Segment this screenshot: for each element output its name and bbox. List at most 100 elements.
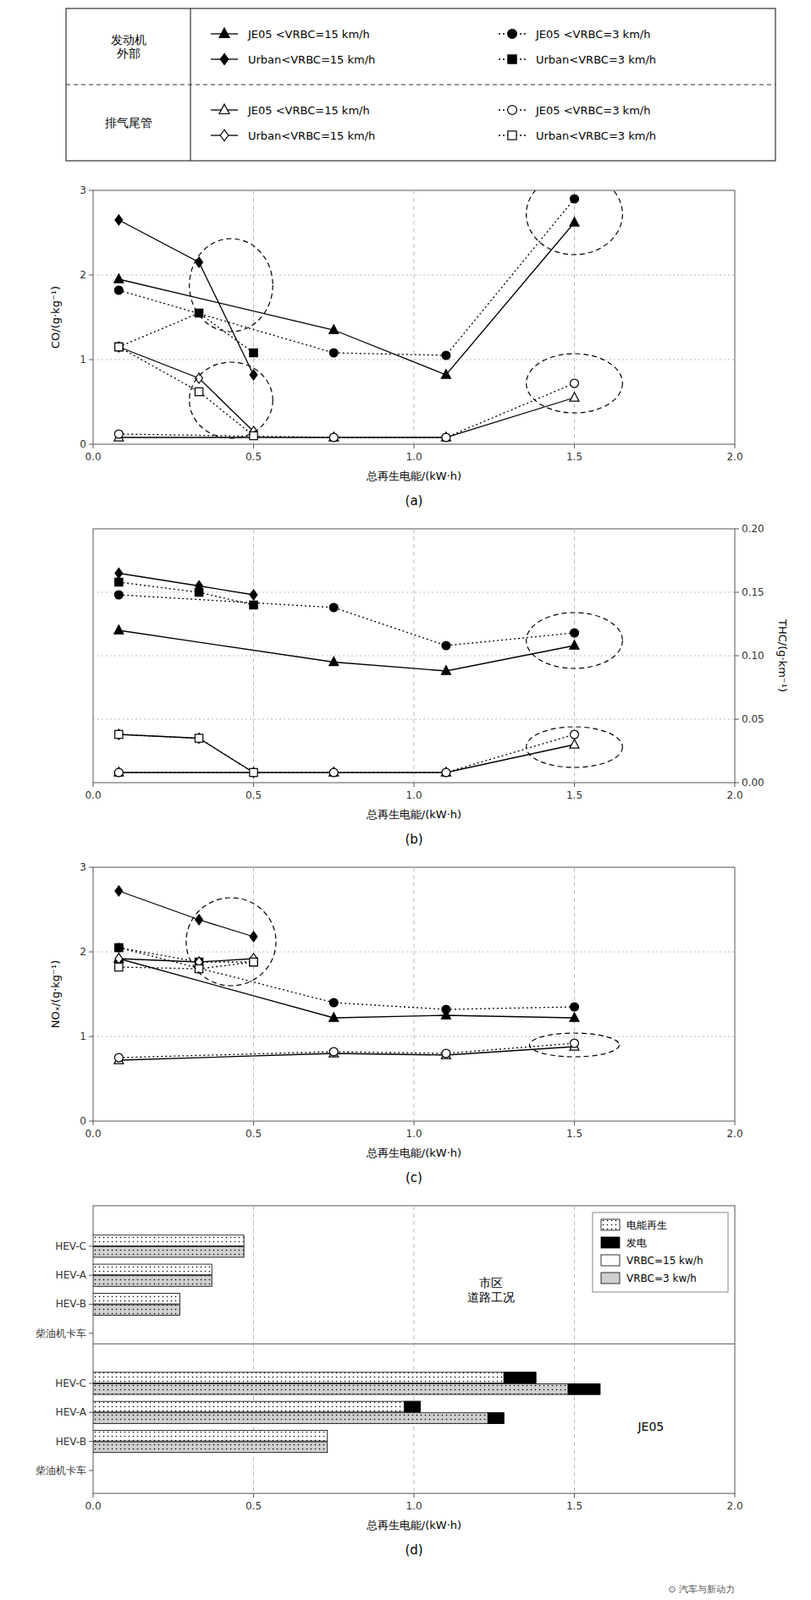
series-line: [118, 220, 254, 376]
legend-item: Urban<VRBC=15 km/h: [210, 129, 376, 143]
legend-item: JE05 <VRBC=3 km/h: [498, 104, 651, 117]
tick-x: [573, 783, 575, 788]
tick-label-y2: 0.00: [741, 777, 765, 789]
series-line: [118, 891, 254, 938]
tick-y: [88, 1470, 94, 1472]
grid-line-x: [253, 190, 254, 445]
point: [115, 886, 123, 897]
legend-marker: [507, 29, 518, 39]
grid-line-y: [93, 656, 735, 657]
point: [115, 342, 123, 353]
tick-y: [88, 867, 94, 869]
axis-label-x: 总再生电能/(kW·h): [365, 808, 462, 822]
point: [441, 1005, 451, 1015]
axis-label-x: 总再生电能/(kW·h): [365, 1147, 462, 1160]
point: [114, 286, 123, 295]
legend-swatch: [601, 1237, 620, 1249]
grid-line-y: [93, 719, 735, 721]
series-line: [118, 222, 574, 376]
tick-label-y: HEV-A: [55, 1406, 88, 1419]
series-line: [118, 959, 254, 963]
tick-x: [573, 1121, 575, 1126]
tick-x: [734, 1121, 736, 1126]
point: [570, 1003, 580, 1012]
bar: [93, 1471, 94, 1483]
legend-item: Urban<VRBC=3 km/h: [498, 129, 657, 143]
point: [569, 392, 580, 402]
legend-label: JE05 <VRBC=3 km/h: [535, 104, 651, 117]
legend: 发动机外部JE05 <VRBC=15 km/hJE05 <VRBC=3 km/h…: [66, 8, 776, 161]
series-line: [118, 734, 574, 773]
bar: [93, 1276, 212, 1288]
point: [569, 217, 580, 227]
legend-swatch: [601, 1219, 620, 1231]
generation-bar: [179, 1305, 181, 1317]
tick-y: [88, 1275, 94, 1277]
point: [249, 431, 258, 440]
grid-line-y: [93, 275, 735, 276]
ellipse-annotation: [189, 362, 274, 439]
grid-line-x: [413, 190, 415, 445]
legend-label: VRBC=15 kw/h: [626, 1255, 704, 1268]
legend-label: 电能再生: [626, 1219, 668, 1232]
point: [195, 915, 204, 926]
tick-label-x: 2.0: [726, 451, 743, 464]
legend-marker: [507, 131, 517, 140]
generation-bar: [211, 1264, 213, 1276]
tick-label-x: 1.5: [566, 1500, 583, 1513]
tick-y: [88, 1333, 94, 1335]
series-line: [118, 962, 254, 970]
chart-title: (b): [404, 832, 423, 848]
grid-line-y: [93, 359, 735, 361]
bar: [93, 1401, 421, 1413]
panel: 0.00.51.01.52.00123总再生电能/(kW·h)NOₓ/(g·kg…: [49, 861, 744, 1187]
bar: [93, 1246, 244, 1258]
tick-x: [573, 1494, 575, 1499]
grid-line-x: [573, 1206, 575, 1495]
legend-swatch: [601, 1255, 620, 1267]
tick-y: [88, 275, 94, 276]
point: [114, 1053, 123, 1063]
axis-label-y2: THC/(g·km⁻¹): [776, 618, 789, 693]
series-line: [118, 959, 574, 1019]
tick-label-x: 1.0: [405, 1500, 422, 1513]
generation-bar: [503, 1373, 536, 1385]
grid-line-y: [93, 1037, 735, 1038]
point: [114, 590, 123, 600]
tick-label-y: HEV-C: [55, 1378, 87, 1391]
tick-x: [413, 783, 415, 788]
legend-marker: [219, 104, 230, 114]
legend-marker: [507, 105, 518, 116]
legend-label: Urban<VRBC=3 km/h: [535, 53, 657, 67]
legend-label: 发电: [626, 1237, 647, 1250]
tick-label-y: HEV-B: [55, 1436, 87, 1449]
series-line: [118, 734, 254, 773]
legend-marker: [220, 53, 229, 65]
plot-frame: [93, 190, 735, 445]
tick-x: [413, 444, 415, 449]
point: [441, 432, 451, 442]
bar: [93, 1413, 504, 1425]
tick-label-y: 0: [79, 1115, 87, 1128]
tick-y: [88, 1121, 94, 1123]
generation-bar: [93, 1323, 94, 1335]
point: [115, 568, 123, 579]
tick-x: [93, 444, 94, 449]
grid-line-x: [413, 867, 415, 1122]
point: [115, 730, 123, 739]
point: [249, 601, 258, 609]
point: [249, 369, 258, 381]
series-line: [118, 347, 254, 436]
group-label-line: 市区: [479, 1276, 503, 1291]
tick-y: [88, 1037, 94, 1038]
series-line: [118, 1047, 574, 1061]
axis-label-x: 总再生电能/(kW·h): [365, 1519, 462, 1533]
tick-label-x: 1.0: [405, 789, 422, 802]
point: [329, 433, 338, 442]
legend-label: JE05 <VRBC=3 km/h: [535, 27, 651, 41]
tick-x: [413, 1494, 415, 1499]
generation-bar: [243, 1235, 245, 1247]
bar: [93, 1293, 180, 1305]
tick-x: [93, 1121, 94, 1126]
point: [329, 603, 338, 613]
